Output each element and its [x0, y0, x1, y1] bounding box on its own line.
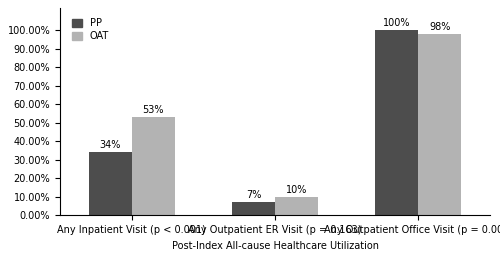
Bar	[88, 152, 132, 215]
Bar	[418, 34, 462, 215]
Text: 7%: 7%	[246, 190, 261, 200]
X-axis label: Post-Index All-cause Healthcare Utilization: Post-Index All-cause Healthcare Utilizat…	[172, 241, 378, 251]
Legend: PP, OAT: PP, OAT	[69, 15, 112, 44]
Text: 100%: 100%	[383, 18, 410, 28]
Bar	[232, 202, 275, 215]
Y-axis label: Utilization: Utilization	[0, 87, 2, 136]
Text: 53%: 53%	[142, 105, 164, 115]
Text: 10%: 10%	[286, 185, 307, 195]
Text: 98%: 98%	[429, 22, 450, 32]
Bar	[275, 197, 318, 215]
Text: 34%: 34%	[100, 140, 121, 150]
Bar	[132, 117, 174, 215]
Bar	[376, 30, 418, 215]
